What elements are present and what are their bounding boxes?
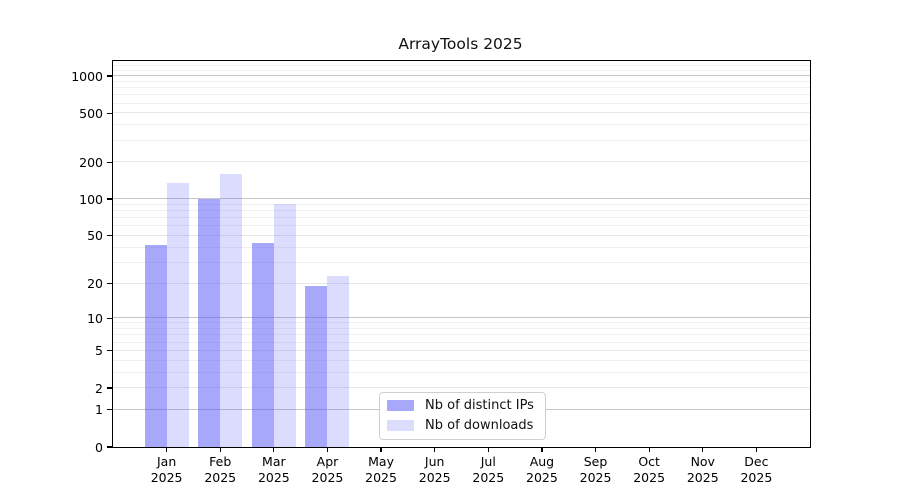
x-tick	[165, 447, 168, 452]
y-tick	[107, 282, 113, 285]
x-tick-label: Mar 2025	[257, 454, 290, 485]
gridline	[113, 261, 810, 263]
legend-label-downloads: Nb of downloads	[425, 418, 534, 433]
gridline	[113, 112, 810, 114]
gridline	[113, 322, 810, 324]
bar-distinct-ips	[198, 199, 221, 447]
gridline	[113, 359, 810, 361]
gridline	[113, 328, 810, 330]
bar-downloads	[220, 174, 243, 447]
y-tick-label: 200	[79, 154, 103, 170]
x-tick-label: Feb 2025	[204, 454, 237, 485]
bar-downloads	[166, 183, 189, 447]
y-tick-label: 1	[95, 402, 103, 418]
y-tick	[107, 161, 113, 163]
gridline	[113, 387, 810, 389]
x-tick	[487, 447, 489, 452]
y-tick-label: 1000	[71, 68, 103, 84]
chart-title: ArrayTools 2025	[398, 35, 523, 53]
gridline	[113, 341, 810, 343]
legend-swatch-downloads	[387, 420, 414, 431]
plot-area: 0 1 2 5 10 20 50 100 200 500 1000 Jan 2025 Feb 2025 M…	[71, 60, 811, 485]
gridline	[113, 80, 810, 82]
x-tick-label: Sep 2025	[579, 454, 612, 485]
gridline	[113, 334, 810, 336]
y-tick	[107, 235, 113, 237]
legend-label-distinct-ips: Nb of distinct IPs	[425, 398, 534, 413]
y-tick	[107, 112, 113, 114]
gridline	[113, 317, 810, 319]
x-tick-label: Dec 2025	[740, 454, 773, 485]
x-tick	[648, 447, 650, 452]
gridline	[113, 198, 810, 200]
gridline	[113, 65, 810, 67]
y-tick	[107, 317, 113, 319]
x-tick	[755, 447, 758, 452]
y-tick-label: 0	[95, 439, 103, 455]
gridline	[113, 87, 810, 89]
x-tick	[594, 447, 597, 452]
y-tick	[107, 198, 113, 200]
y-tick-label: 500	[79, 105, 103, 121]
gridline	[113, 102, 810, 104]
gridline	[113, 124, 810, 126]
x-tick-label: Aug 2025	[526, 454, 558, 485]
x-tick	[326, 447, 329, 452]
y-tick-label: 2	[95, 380, 103, 396]
x-tick	[219, 447, 221, 452]
y-tick	[107, 350, 113, 352]
x-tick-label: Nov 2025	[686, 454, 719, 485]
y-tick-label: 10	[87, 310, 103, 326]
y-tick	[107, 446, 113, 448]
gridline	[113, 371, 810, 373]
gridline	[113, 210, 810, 212]
y-tick-label: 5	[95, 343, 103, 359]
x-tick	[380, 447, 382, 452]
x-tick	[541, 447, 543, 452]
legend-item-downloads: Nb of downloads	[387, 417, 534, 434]
bar-distinct-ips	[305, 286, 328, 447]
x-tick-label: Oct 2025	[633, 454, 666, 485]
gridline	[113, 234, 810, 236]
x-tick-label: Apr 2025	[311, 454, 344, 485]
y-tick-label: 20	[87, 276, 103, 292]
legend-item-distinct-ips: Nb of distinct IPs	[387, 397, 534, 414]
y-tick-label: 100	[79, 191, 103, 207]
x-tick-label: Jun 2025	[418, 454, 451, 485]
x-tick	[273, 447, 275, 452]
x-tick	[434, 447, 436, 452]
gridline	[113, 225, 810, 227]
gridline	[113, 217, 810, 219]
x-tick-label: May 2025	[365, 454, 397, 485]
gridline	[113, 246, 810, 248]
legend-swatch-distinct-ips	[387, 400, 414, 411]
x-tick	[702, 447, 704, 452]
x-tick-label: Jan 2025	[150, 454, 183, 485]
x-tick-label: Jul 2025	[472, 454, 505, 485]
y-tick	[107, 409, 113, 411]
y-tick	[107, 75, 113, 77]
bar-distinct-ips	[251, 242, 274, 447]
gridline	[113, 70, 810, 72]
gridline	[113, 139, 810, 141]
gridline	[113, 94, 810, 96]
gridline	[113, 282, 810, 284]
y-tick-label: 50	[87, 228, 103, 244]
gridline	[113, 203, 810, 205]
legend: Nb of distinct IPs Nb of downloads	[379, 392, 546, 440]
bar-downloads	[273, 203, 296, 447]
bar-distinct-ips	[144, 245, 167, 447]
gridline	[113, 349, 810, 351]
y-tick	[107, 387, 113, 389]
gridline	[113, 75, 810, 77]
gridline	[113, 161, 810, 163]
bar-downloads	[327, 276, 350, 447]
